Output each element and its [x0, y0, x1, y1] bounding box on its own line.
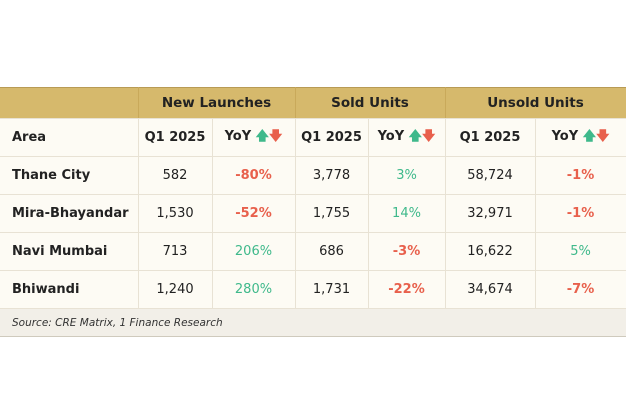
column-header-unsold-units-q1-2025: Q1 2025 [445, 118, 536, 157]
new-launches-q1-2025-cell: 713 [138, 232, 213, 271]
sold-units-q1-2025-cell: 1,731 [295, 270, 369, 309]
new-launches-q1-2025-cell: 1,530 [138, 194, 213, 233]
unsold-units-q1-2025-cell: 32,971 [445, 194, 536, 233]
arrow-down-icon: 🡇 [269, 128, 283, 144]
area-cell: Navi Mumbai [0, 232, 139, 271]
arrow-down-icon: 🡇 [596, 128, 610, 144]
area-cell: Mira-Bhayandar [0, 194, 139, 233]
column-header-new-launches-q1-2025: Q1 2025 [138, 118, 213, 157]
column-header-sold-units-yoy: YoY 🡅🡇 [368, 118, 446, 157]
arrow-down-icon: 🡇 [422, 128, 436, 144]
new-launches-q1-2025-cell: 582 [138, 156, 213, 195]
yoy-label: YoY [224, 128, 252, 144]
group-header-new-launches: New Launches [138, 87, 296, 119]
source-note: Source: CRE Matrix, 1 Finance Research [0, 309, 626, 337]
unsold-units-q1-2025-cell: 34,674 [445, 270, 536, 309]
sold-units-yoy-cell: -3% [368, 232, 446, 271]
group-header-sold-units: Sold Units [295, 87, 446, 119]
new-launches-yoy-cell: 280% [212, 270, 296, 309]
new-launches-yoy-cell: -80% [212, 156, 296, 195]
unsold-units-yoy-cell: 5% [535, 232, 626, 271]
unsold-units-q1-2025-cell: 58,724 [445, 156, 536, 195]
sold-units-yoy-cell: 14% [368, 194, 446, 233]
group-header-empty [0, 87, 139, 119]
group-header-unsold-units: Unsold Units [445, 87, 626, 119]
sold-units-q1-2025-cell: 686 [295, 232, 369, 271]
arrow-up-icon: 🡅 [255, 128, 270, 144]
real-estate-table: New Launches Sold Units Unsold Units Are… [0, 87, 626, 309]
unsold-units-q1-2025-cell: 16,622 [445, 232, 536, 271]
column-header-unsold-units-yoy: YoY 🡅🡇 [535, 118, 626, 157]
column-header-new-launches-yoy: YoY 🡅🡇 [212, 118, 296, 157]
new-launches-yoy-cell: 206% [212, 232, 296, 271]
sold-units-q1-2025-cell: 1,755 [295, 194, 369, 233]
unsold-units-yoy-cell: -1% [535, 194, 626, 233]
yoy-label: YoY [551, 128, 579, 144]
table-row: Thane City 582 -80% 3,778 3% 58,724 -1% [0, 156, 626, 195]
sold-units-yoy-cell: -22% [368, 270, 446, 309]
new-launches-q1-2025-cell: 1,240 [138, 270, 213, 309]
table-row: Bhiwandi 1,240 280% 1,731 -22% 34,674 -7% [0, 270, 626, 309]
column-header-sold-units-q1-2025: Q1 2025 [295, 118, 369, 157]
unsold-units-yoy-cell: -7% [535, 270, 626, 309]
arrow-up-icon: 🡅 [408, 128, 423, 144]
new-launches-yoy-cell: -52% [212, 194, 296, 233]
arrow-up-icon: 🡅 [582, 128, 597, 144]
table-row: Mira-Bhayandar 1,530 -52% 1,755 14% 32,971 -1% [0, 194, 626, 233]
sold-units-q1-2025-cell: 3,778 [295, 156, 369, 195]
yoy-label: YoY [377, 128, 405, 144]
sold-units-yoy-cell: 3% [368, 156, 446, 195]
area-cell: Bhiwandi [0, 270, 139, 309]
unsold-units-yoy-cell: -1% [535, 156, 626, 195]
area-cell: Thane City [0, 156, 139, 195]
table-row: Navi Mumbai 713 206% 686 -3% 16,622 5% [0, 232, 626, 271]
column-header-area: Area [0, 118, 139, 157]
